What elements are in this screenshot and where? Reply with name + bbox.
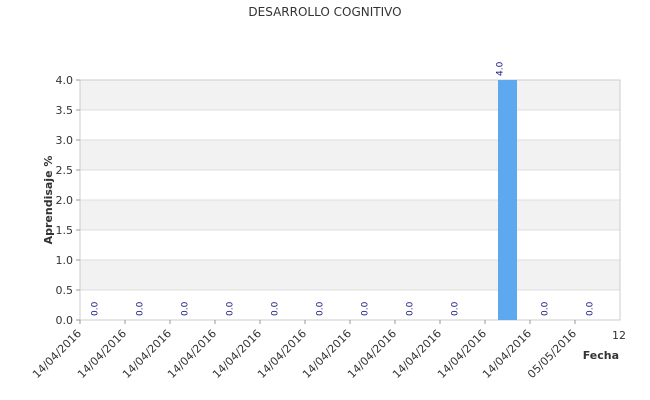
bar-value-label: 0.0 — [91, 301, 101, 316]
plot-band — [80, 80, 620, 110]
bar-value-label: 0.0 — [406, 301, 416, 316]
plot-band — [80, 200, 620, 230]
bar-value-label: 4.0 — [496, 61, 506, 76]
plot-band — [80, 170, 620, 200]
bars — [498, 80, 517, 320]
bar-value-label: 0.0 — [541, 301, 551, 316]
y-tick-label: 3.5 — [56, 104, 74, 117]
bar-value-label: 0.0 — [316, 301, 326, 316]
y-tick-label: 1.5 — [56, 224, 74, 237]
bar-value-label: 0.0 — [226, 301, 236, 316]
bar — [498, 80, 517, 320]
bar-value-label: 0.0 — [586, 301, 596, 316]
bar-value-label: 0.0 — [361, 301, 371, 316]
x-axis-title: Fecha — [583, 349, 619, 362]
y-tick-label: 0.5 — [56, 284, 74, 297]
x-tick-label-end: 12 — [612, 329, 626, 342]
y-tick-label: 4.0 — [56, 74, 74, 87]
x-axis-ticks: 14/04/201614/04/201614/04/201614/04/2016… — [30, 320, 626, 381]
plot-band — [80, 260, 620, 290]
y-tick-label: 1.0 — [56, 254, 74, 267]
chart-title: DESARROLLO COGNITIVO — [248, 5, 401, 19]
y-tick-label: 0.0 — [56, 314, 74, 327]
bar-value-label: 0.0 — [271, 301, 281, 316]
plot-bands — [80, 80, 620, 320]
value-labels: 0.0 0.0 0.0 0.0 0.0 0.0 0.0 0.0 0.0 4.0 0.0 0.0 — [91, 61, 596, 316]
y-tick-label: 2.5 — [56, 164, 74, 177]
plot-band — [80, 230, 620, 260]
x-tick-label: 05/05/2016 — [525, 327, 579, 381]
plot-band — [80, 140, 620, 170]
y-tick-label: 2.0 — [56, 194, 74, 207]
y-axis-title: Aprendisaje % — [42, 156, 55, 245]
y-axis-ticks: 0.0 0.5 1.0 1.5 2.0 2.5 3.0 3.5 4.0 — [56, 74, 80, 327]
bar-value-label: 0.0 — [136, 301, 146, 316]
plot-band — [80, 110, 620, 140]
bar-value-label: 0.0 — [451, 301, 461, 316]
y-tick-label: 3.0 — [56, 134, 74, 147]
plot-band — [80, 290, 620, 320]
bar-value-label: 0.0 — [181, 301, 191, 316]
